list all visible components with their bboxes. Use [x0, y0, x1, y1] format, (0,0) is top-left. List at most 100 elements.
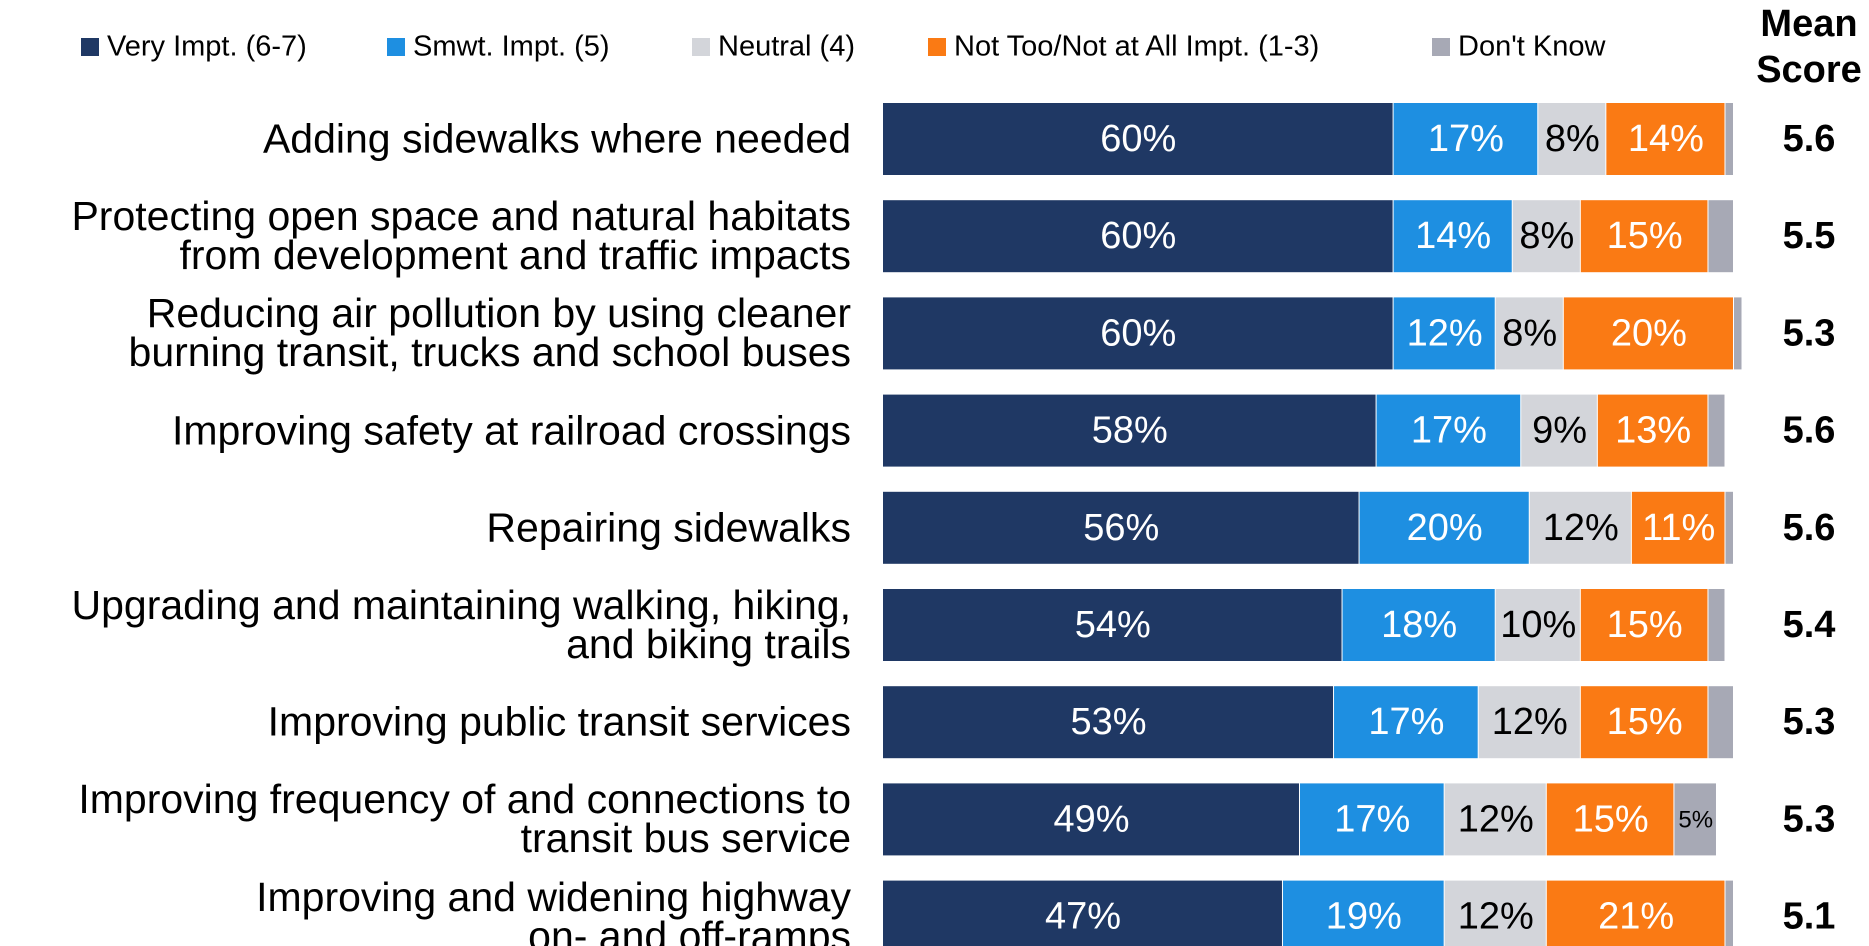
data-label: 9% [1532, 410, 1587, 452]
data-label: 12% [1407, 312, 1483, 354]
bar-segment [1563, 297, 1733, 370]
legend-swatch [928, 38, 946, 56]
bar-segment [1725, 103, 1733, 175]
legend-label: Smwt. Impt. (5) [413, 31, 610, 63]
mean-header: Mean [1760, 3, 1857, 45]
bar-segment [1708, 394, 1725, 467]
data-label: 12% [1458, 896, 1534, 938]
bar-segment [1580, 589, 1708, 661]
bar-segment [1580, 686, 1708, 759]
bar-segment [1376, 394, 1521, 467]
bar-segment [883, 880, 1282, 946]
bar-segment [1495, 589, 1580, 661]
bar-segment [1444, 783, 1546, 856]
bar-segment [1674, 783, 1716, 856]
bar-segment [1393, 297, 1495, 370]
bar-segment [1725, 491, 1733, 564]
bar-segment [1606, 103, 1725, 175]
data-label: 15% [1607, 701, 1683, 743]
legend-swatch [692, 38, 710, 56]
data-label: 60% [1100, 118, 1176, 160]
bar-segment [883, 394, 1376, 467]
data-label: 12% [1458, 798, 1534, 840]
category-label: Protecting open space and natural habita… [71, 193, 851, 279]
category-label: Reducing air pollution by using cleaner … [128, 290, 851, 376]
data-label: 47% [1045, 896, 1121, 938]
data-label: 8% [1545, 118, 1600, 160]
legend-label: Not Too/Not at All Impt. (1-3) [954, 31, 1319, 63]
data-label: 18% [1381, 604, 1457, 646]
mean-score: 5.3 [1783, 312, 1836, 354]
bar-segment [883, 686, 1334, 759]
data-label: 13% [1615, 410, 1691, 452]
data-label: 10% [1500, 604, 1576, 646]
data-label: 54% [1075, 604, 1151, 646]
data-label: 21% [1598, 896, 1674, 938]
data-label: 17% [1428, 118, 1504, 160]
bar-segment [883, 589, 1342, 661]
legend-label: Neutral (4) [718, 31, 855, 63]
bar-segment [1299, 783, 1444, 856]
data-label: 8% [1519, 215, 1574, 257]
bar-segment [1342, 589, 1495, 661]
category-label: Improving frequency of and connections t… [78, 776, 851, 862]
data-label: 17% [1368, 701, 1444, 743]
bar-segment [1512, 200, 1580, 273]
data-label: 56% [1083, 507, 1159, 549]
legend-label: Don't Know [1458, 31, 1606, 63]
bar-segment [883, 783, 1299, 856]
bar-segment [1495, 297, 1563, 370]
legend-swatch [387, 38, 405, 56]
bar-segment [883, 491, 1359, 564]
data-label: 14% [1415, 215, 1491, 257]
mean-score: 5.4 [1783, 604, 1836, 646]
bar-segment [1708, 686, 1733, 759]
bar-segment [1393, 200, 1512, 273]
mean-score: 5.6 [1783, 507, 1836, 549]
data-label: 53% [1070, 701, 1146, 743]
data-label: 15% [1607, 215, 1683, 257]
bar-segment [1478, 686, 1580, 759]
bar-segment [1546, 880, 1725, 946]
mean-score: 5.5 [1783, 215, 1836, 257]
category-label: Repairing sidewalks [486, 504, 851, 551]
mean-score: 5.1 [1783, 896, 1836, 938]
legend-swatch [1432, 38, 1450, 56]
data-label: 60% [1100, 312, 1176, 354]
data-label: 19% [1326, 896, 1402, 938]
data-label: 49% [1053, 798, 1129, 840]
data-label: 12% [1543, 507, 1619, 549]
data-label: 60% [1100, 215, 1176, 257]
data-label: 20% [1407, 507, 1483, 549]
bar-segment [883, 103, 1393, 175]
bar-segment [1444, 880, 1546, 946]
category-label: Upgrading and maintaining walking, hikin… [71, 582, 851, 667]
bar-segment [1725, 880, 1733, 946]
category-label: Adding sidewalks where needed [262, 115, 851, 162]
data-label: 12% [1492, 701, 1568, 743]
bar-segment [883, 200, 1393, 273]
legend-label: Very Impt. (6-7) [107, 31, 307, 63]
data-label: 17% [1334, 798, 1410, 840]
bar-segment [1597, 394, 1708, 467]
legend-swatch [81, 38, 99, 56]
bar-segment [1631, 491, 1725, 564]
bar-segment [1734, 297, 1742, 370]
category-label: Improving and widening highway on- and o… [256, 873, 851, 946]
bar-segment [883, 297, 1393, 370]
bar-segment [1538, 103, 1606, 175]
mean-score: 5.6 [1783, 118, 1836, 160]
bar-segment [1521, 394, 1597, 467]
data-label: 58% [1092, 410, 1168, 452]
category-label: Improving safety at railroad crossings [171, 407, 851, 454]
bar-segment [1529, 491, 1631, 564]
data-label: 15% [1607, 604, 1683, 646]
bar-segment [1334, 686, 1478, 759]
data-label: 14% [1628, 118, 1704, 160]
bar-segment [1359, 491, 1529, 564]
category-label: Improving public transit services [267, 698, 851, 745]
mean-score: 5.6 [1783, 410, 1836, 452]
bar-segment [1580, 200, 1708, 273]
data-label: 17% [1411, 410, 1487, 452]
